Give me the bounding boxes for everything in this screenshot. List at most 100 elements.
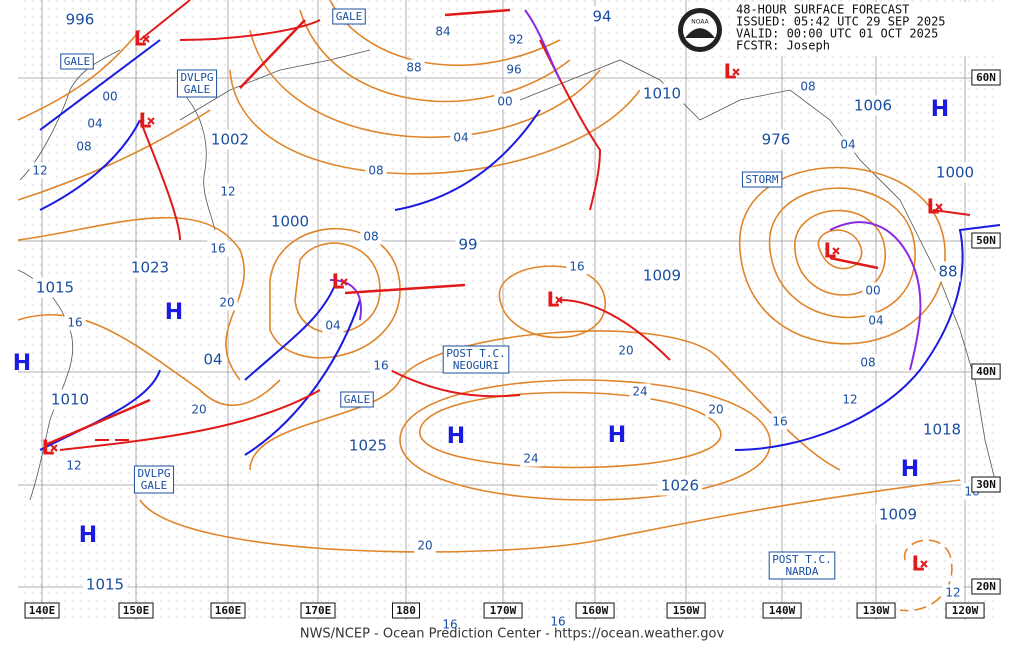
isobar-label-text: 20 xyxy=(219,296,234,310)
pressure-label-text: 1010 xyxy=(643,85,681,103)
isobar-label-box xyxy=(403,59,425,76)
pressure-label: 94 xyxy=(589,6,615,27)
warning-label-box xyxy=(340,391,374,408)
longitude-label-box xyxy=(762,602,802,619)
latitude-label-text: 60N xyxy=(976,71,996,84)
isobar-label: 04 xyxy=(837,136,859,153)
pressure-label-text: 99 xyxy=(458,236,477,254)
low-center: L xyxy=(332,270,345,294)
low-marker xyxy=(555,296,563,304)
low-center: L xyxy=(134,27,147,51)
isobar-label-text: 96 xyxy=(506,63,521,77)
low-center: L xyxy=(42,436,55,460)
pressure-label-text: 1006 xyxy=(854,97,892,115)
isobar-label-text: 08 xyxy=(368,164,383,178)
low-marker xyxy=(832,247,840,255)
warning-label: POST T.C.NEOGURI xyxy=(442,345,510,374)
pressure-label-box xyxy=(127,257,173,278)
isobar-label: 08 xyxy=(360,228,382,245)
isobar-label: 24 xyxy=(629,383,651,400)
latitude-label-text: 40N xyxy=(976,365,996,378)
pressure-label-box xyxy=(267,211,313,232)
pressure-label-box xyxy=(850,95,896,116)
noaa-logo: NOAA xyxy=(678,8,722,52)
longitude-label: 120W xyxy=(945,602,985,619)
isobar-label-text: 08 xyxy=(800,80,815,94)
isobar-label-box xyxy=(494,93,516,110)
latitude-label: 20N xyxy=(971,578,1001,595)
isobar-label-text: 04 xyxy=(868,314,883,328)
isobar-label-box xyxy=(365,162,387,179)
isobar-label-box xyxy=(797,78,819,95)
isobar-label-text: 24 xyxy=(523,452,538,466)
isobar-label-box xyxy=(629,383,651,400)
longitude-label-text: 160E xyxy=(215,604,242,617)
header-line: ISSUED: 05:42 UTC 29 SEP 2025 xyxy=(736,15,946,29)
longitude-label-text: 170E xyxy=(305,604,332,617)
longitude-label: 180 xyxy=(392,602,420,619)
pressure-label-text: 1025 xyxy=(349,437,387,455)
isobar-label-text: 88 xyxy=(406,61,421,75)
longitude-label: 170W xyxy=(483,602,523,619)
pressure-label: 1015 xyxy=(32,277,78,298)
fronts xyxy=(39,0,1001,456)
isobar-label-box xyxy=(837,136,859,153)
low-marker xyxy=(920,560,928,568)
isobar-label: 16 xyxy=(769,413,791,430)
pressure-label-text: 1000 xyxy=(271,213,309,231)
isobar-label: 20 xyxy=(414,537,436,554)
pressure-label-text: 1000 xyxy=(936,164,974,182)
isobar-label: 16 xyxy=(370,357,392,374)
isobar-label-text: 12 xyxy=(32,164,47,178)
pressure-label-box xyxy=(589,6,615,27)
longitude-label-text: 170W xyxy=(490,604,517,617)
isobar-label-text: 84 xyxy=(435,25,450,39)
isobar-label: 24 xyxy=(520,450,542,467)
pressure-label: 04 xyxy=(200,349,226,370)
isobar-label: 16 xyxy=(547,613,569,630)
isobar-label: 92 xyxy=(505,31,527,48)
warning-label-box xyxy=(768,551,836,580)
map-labels: 996 1002 1000 1023 1015 04 1010 1025 99 1009 1026 1… xyxy=(13,6,1001,633)
isobar-label-text: 16 xyxy=(210,242,225,256)
isobar-label-box xyxy=(414,537,436,554)
warning-label-text: STORM xyxy=(745,173,778,186)
isobar-label-text: 08 xyxy=(363,230,378,244)
isobar-label: 04 xyxy=(865,312,887,329)
longitude-label-box xyxy=(24,602,60,619)
isobar-label-text: 16 xyxy=(772,415,787,429)
high-center: H xyxy=(447,424,465,449)
warning-label-box xyxy=(133,465,175,494)
pressure-label-box xyxy=(639,83,685,104)
isobar-label: 12 xyxy=(29,162,51,179)
isobar-label-box xyxy=(865,312,887,329)
isobar-label: 04 xyxy=(84,115,106,132)
isobar-label: 96 xyxy=(503,61,525,78)
longitude-label-box xyxy=(575,602,615,619)
isobar-label-text: 04 xyxy=(325,319,340,333)
low-marker xyxy=(142,35,150,43)
longitude-label: 150W xyxy=(666,602,706,619)
isobar-label-text: 20 xyxy=(708,403,723,417)
low-center: L xyxy=(547,288,560,312)
longitude-label-box xyxy=(300,602,336,619)
latitude-label-text: 30N xyxy=(976,478,996,491)
isobar-label-box xyxy=(99,88,121,105)
isobar-label-box xyxy=(705,401,727,418)
isobar-label: 12 xyxy=(217,183,239,200)
isobar-label-box xyxy=(432,23,454,40)
header-line: VALID: 00:00 UTC 01 OCT 2025 xyxy=(736,27,938,41)
isobar-label: 20 xyxy=(705,401,727,418)
isobar-label: 16 xyxy=(207,240,229,257)
high-center: H xyxy=(13,351,31,376)
isobar-label-box xyxy=(547,613,569,630)
pressure-label-box xyxy=(47,389,93,410)
longitude-label: 170E xyxy=(300,602,336,619)
pressure-label-text: 1026 xyxy=(661,477,699,495)
isobar-label-text: 00 xyxy=(497,95,512,109)
pressure-label-box xyxy=(32,277,78,298)
isobar-label-box xyxy=(503,61,525,78)
pressure-label: 1002 xyxy=(207,129,253,150)
pressure-label-box xyxy=(345,435,391,456)
